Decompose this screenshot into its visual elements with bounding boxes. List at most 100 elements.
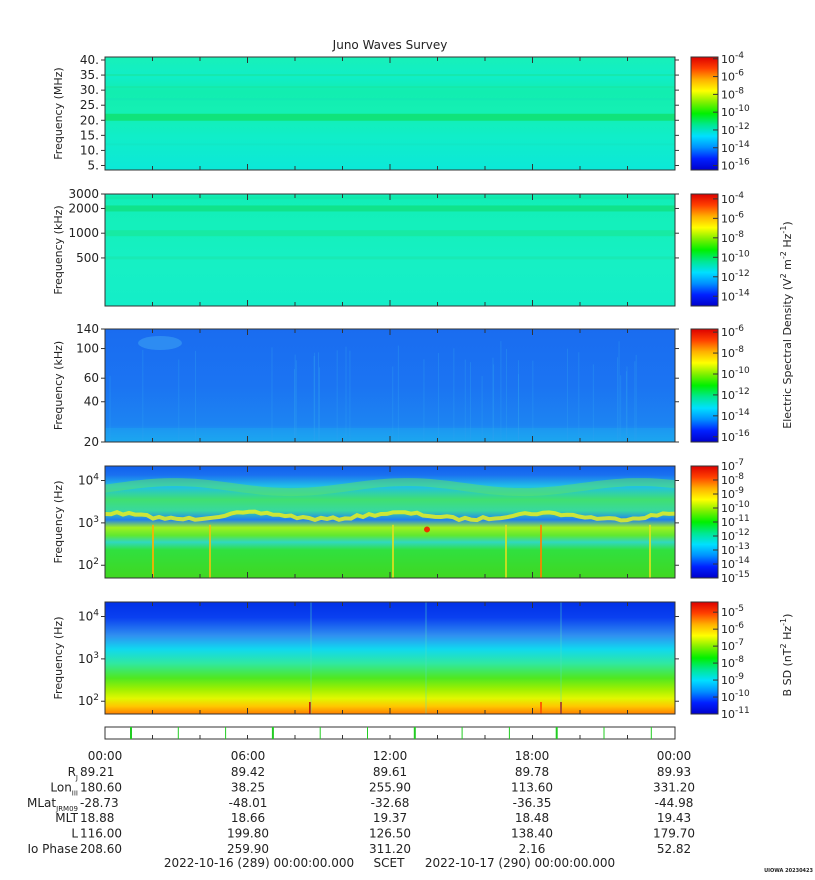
ephemeris-value: 89.93	[657, 765, 691, 779]
ephemeris-value: 2.16	[519, 842, 546, 856]
y-tick-label: 2000	[68, 201, 99, 215]
colorbar-tick-label: 10-12	[721, 387, 750, 402]
colorbar-tick-label: 10-13	[721, 542, 750, 557]
time-tick-label: 00:00	[657, 749, 692, 763]
time-tick-label: 18:00	[515, 749, 550, 763]
time-range-start: 2022-10-16 (289) 00:00:00.000	[164, 856, 354, 870]
spectrogram-hf	[105, 194, 675, 306]
ephemeris-value: 89.42	[231, 765, 265, 779]
y-tick-label: 15.	[80, 128, 99, 142]
colorbar-tick-label: 10-5	[721, 604, 744, 619]
y-tick-label: 104	[78, 473, 99, 488]
colorbar-hfwbr	[690, 56, 719, 171]
y-tick-label: 25.	[80, 98, 99, 112]
spectrogram-hfwbr	[105, 57, 675, 170]
emission-band	[105, 205, 675, 212]
y-axis-label: Frequency (Hz)	[52, 617, 65, 700]
colorbar-tick-label: 10-11	[721, 706, 750, 721]
colorbar-tick-label: 10-8	[721, 86, 744, 101]
ephemeris-value: 89.21	[80, 765, 114, 779]
emission-band	[105, 98, 675, 101]
colorbar-tick-label: 10-6	[721, 621, 744, 636]
ephemeris-value: 255.90	[369, 780, 411, 794]
y-tick-label: 100	[76, 342, 99, 356]
ephemeris-value: 138.40	[511, 827, 553, 841]
ephemeris-value: 18.88	[80, 811, 114, 825]
y-axis-label: Frequency (MHz)	[52, 67, 65, 159]
emission-band	[104, 478, 676, 497]
colorbar-tick-label: 10-7	[721, 638, 744, 653]
time-range-end: 2022-10-17 (290) 00:00:00.000	[425, 856, 615, 870]
spectrogram-bfield	[105, 602, 675, 714]
ephemeris-label: MLT	[55, 811, 78, 825]
colorbar-tick-label: 10-10	[721, 500, 750, 515]
y-tick-label: 20.	[80, 113, 99, 127]
colorbar-tick-label: 10-10	[721, 104, 750, 119]
panel-hfwbr: 40.35.30.25.20.15.10.5. Frequency (MHz) 10…	[52, 51, 750, 173]
ephemeris-value: 259.90	[227, 842, 269, 856]
spectrogram-lfr-hi	[105, 329, 675, 442]
colorbar-tick-label: 10-9	[721, 672, 744, 687]
emission-band	[105, 256, 675, 260]
colorbar-tick-label: 10-14	[721, 556, 750, 571]
ephemeris-value: 179.70	[653, 827, 695, 841]
panel-lfr-lo: 104 103 102 Frequency (Hz) 10-710-810-910-10…	[52, 458, 750, 585]
colorbar-tick-label: 10-10	[721, 366, 750, 381]
y-tick-label: 40	[84, 395, 99, 409]
colorbar-tick-label: 10-7	[721, 458, 744, 473]
emission-ribbon	[104, 509, 676, 523]
ephemeris-value: 180.60	[80, 780, 122, 794]
ephemeris-value: 208.60	[80, 842, 122, 856]
panel-lfr-hi: 140 100 60 40 20 Frequency (kHz) 10-6 10-8 10-10…	[52, 322, 750, 449]
y-tick-label: 103	[78, 651, 99, 666]
ephemeris-value: 89.61	[373, 765, 407, 779]
y-tick-label: 3000	[68, 187, 99, 201]
ephemeris-value: -28.73	[80, 796, 119, 810]
y-tick-label: 1000	[68, 226, 99, 240]
emission-band	[105, 113, 675, 121]
y-tick-label: 30.	[80, 83, 99, 97]
colorbar-tick-label: 10-4	[721, 51, 744, 66]
y-tick-label: 103	[78, 515, 99, 530]
time-frame-label: SCET	[374, 856, 406, 870]
ephemeris-label: RJ	[68, 765, 78, 782]
colorbar-tick-label: 10-12	[721, 528, 750, 543]
y-axis-label: Frequency (Hz)	[52, 481, 65, 564]
ephemeris-value: -36.35	[513, 796, 552, 810]
ephemeris-value: 311.20	[369, 842, 411, 856]
colorbar-tick-label: 10-8	[721, 655, 744, 670]
colorbar-tick-label: 10-9	[721, 486, 744, 501]
time-tick-label: 00:00	[88, 749, 123, 763]
ephemeris-label: LonIII	[50, 780, 78, 797]
figure-title: Juno Waves Survey	[332, 38, 448, 52]
emission-patch	[138, 336, 182, 350]
orbit-marker-strip	[104, 726, 676, 740]
ephemeris-value: -48.01	[229, 796, 268, 810]
y-tick-label: 500	[76, 251, 99, 265]
y-tick-label: 10.	[80, 143, 99, 157]
ephemeris-label: Io Phase	[27, 842, 78, 856]
emission-spot	[424, 526, 430, 533]
y-tick-label: 5.	[88, 158, 99, 172]
y-tick-label: 102	[78, 557, 99, 572]
colorbar-tick-label: 10-6	[721, 210, 744, 225]
ephemeris-value: 113.60	[511, 780, 553, 794]
y-tick-label: 20	[84, 435, 99, 449]
colorbar-tick-label: 10-16	[721, 429, 750, 444]
y-axis-label: Frequency (kHz)	[52, 205, 65, 294]
colorbar-tick-label: 10-14	[721, 408, 750, 423]
emission-band	[105, 230, 675, 237]
ephemeris-value: 18.66	[231, 811, 265, 825]
ephemeris-value: 19.37	[373, 811, 407, 825]
colorbar-tick-label: 10-10	[721, 249, 750, 264]
colorbar-tick-label: 10-8	[721, 472, 744, 487]
colorbar-tick-label: 10-14	[721, 140, 750, 155]
colorbar-bfield	[690, 601, 719, 715]
y-tick-label: 104	[78, 609, 99, 624]
y-tick-label: 35.	[80, 68, 99, 82]
colorbar-lfr-hi	[690, 328, 719, 443]
emission-band	[105, 86, 675, 89]
ephemeris-value: 116.00	[80, 827, 122, 841]
ephemeris-value: 18.48	[515, 811, 549, 825]
